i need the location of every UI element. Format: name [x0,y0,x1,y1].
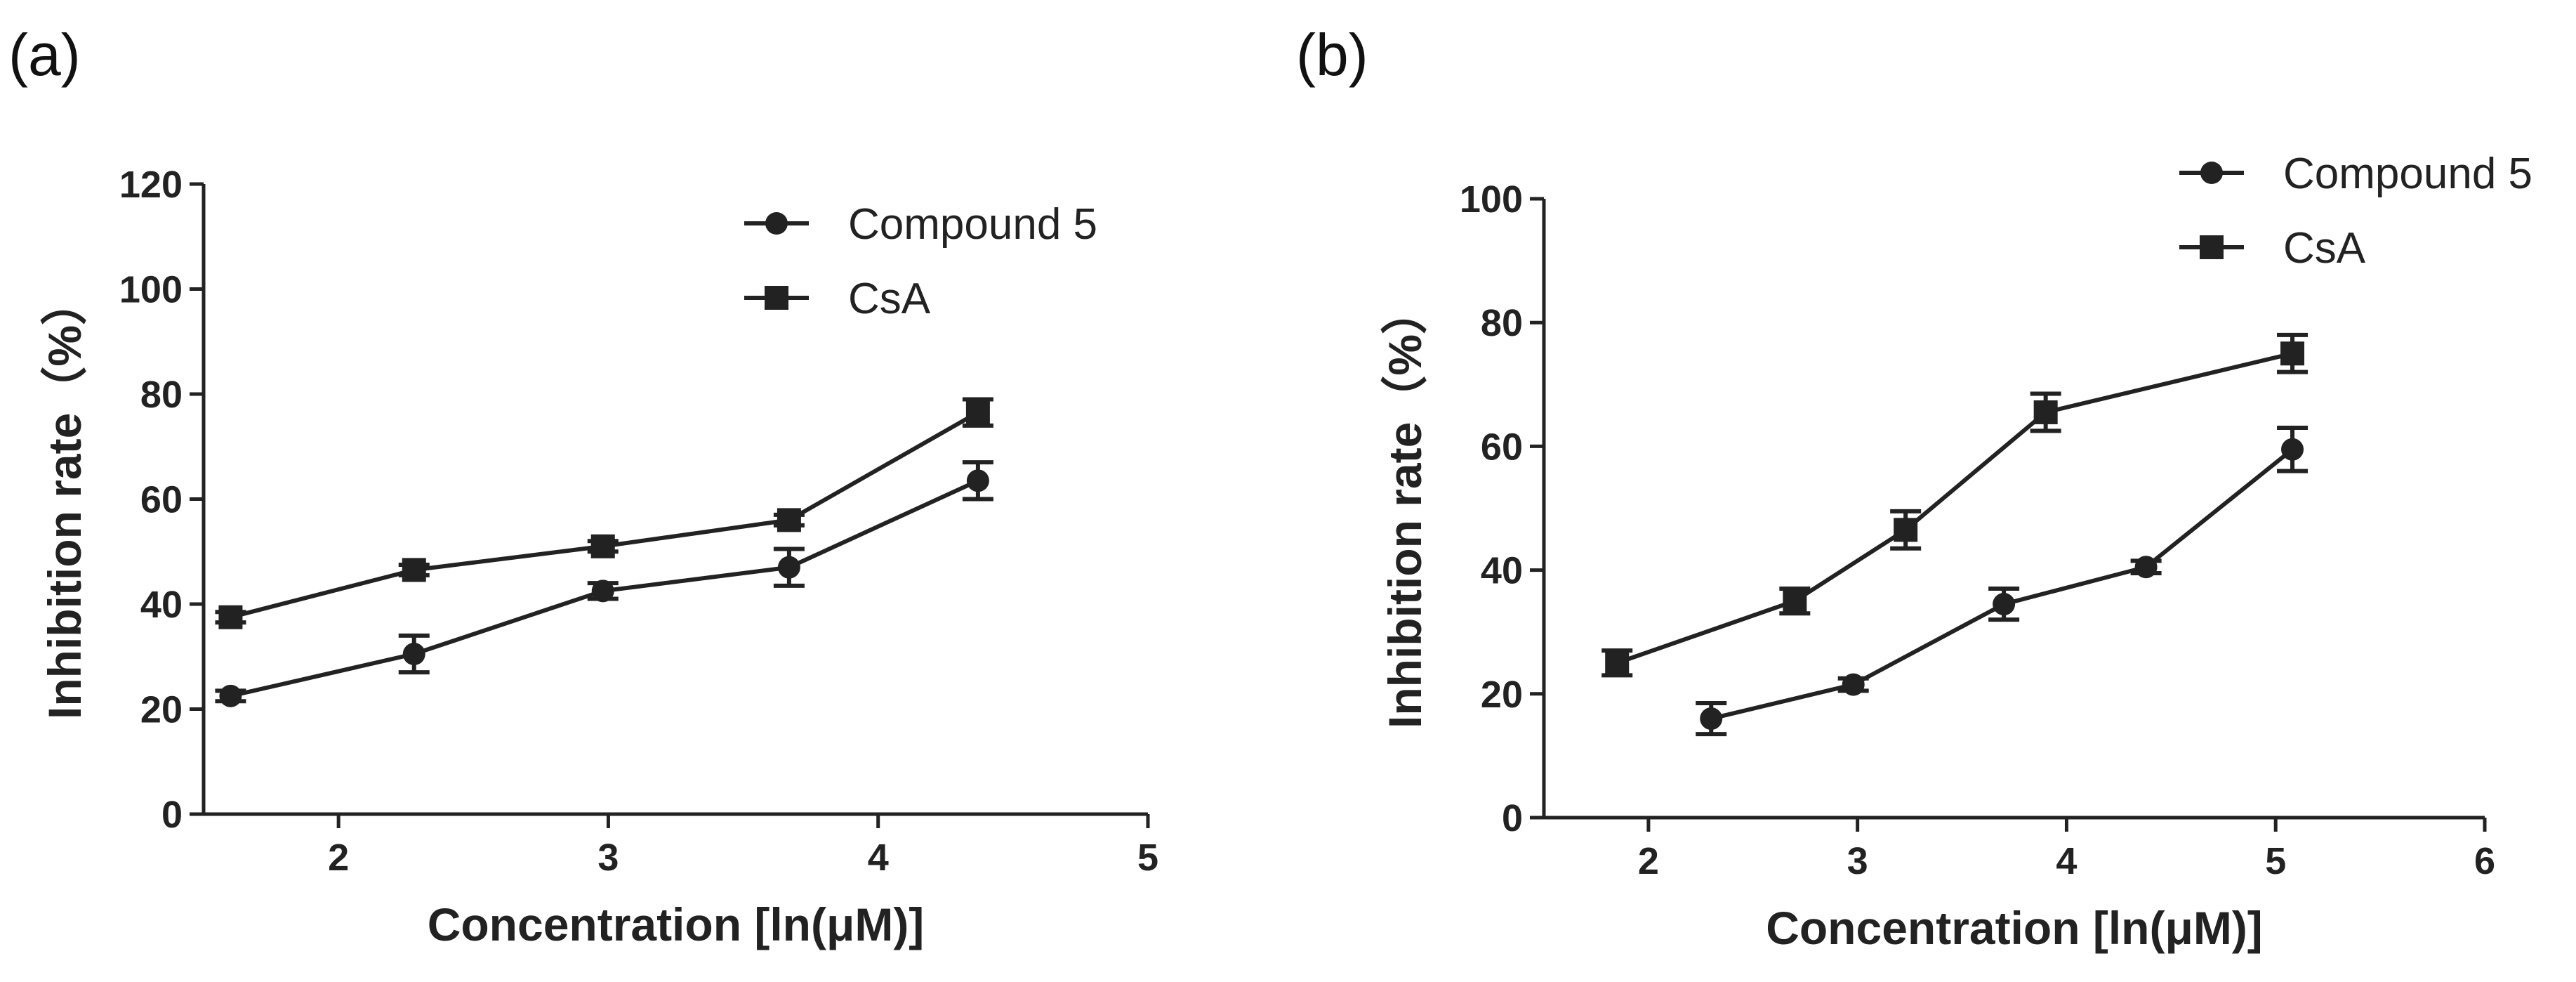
series-line-2 [1616,351,2293,665]
chart-a: 0 20 40 60 80 100 120 2 3 4 5 Concentration [ln(μM)… [39,164,1158,950]
x-tick-label: 5 [2265,840,2286,882]
panel-label-a: (a) [8,22,81,88]
y-tick-label: 60 [140,479,183,521]
data-point-square [218,605,243,629]
x-tick-label: 2 [1638,840,1659,882]
series-line-1 [1710,447,2294,721]
data-point-square [1783,589,1807,613]
data-point-circle [2281,438,2304,461]
data-point-square [402,558,426,582]
x-axis-title: Concentration [ln(μM)] [1766,902,2263,954]
legend-label: Compound 5 [848,200,1097,249]
y-tick-label: 120 [119,164,183,206]
data-point-circle [219,684,242,707]
x-axis-title: Concentration [ln(μM)] [428,898,925,950]
y-tick-label: 0 [1502,797,1523,839]
x-tick-label: 3 [1847,840,1868,882]
y-tick-label: 0 [161,794,183,836]
legend-marker-circle [765,212,788,235]
y-tick-label: 100 [1460,178,1523,221]
data-point-circle [777,556,800,579]
x-tick-label: 4 [868,837,889,879]
panel-label-b: (b) [1296,22,1368,88]
chart-b: 0 20 40 60 80 100 2 3 4 5 6 Concentration [ln(μM)] I… [1379,150,2532,954]
data-point-square [1605,650,1630,675]
legend-marker-square [765,286,788,310]
y-tick-label: 40 [1481,550,1523,592]
legend-marker-circle [2200,162,2223,184]
data-point-circle [2134,556,2158,579]
data-point-circle [591,580,614,603]
y-tick-label: 40 [140,584,183,626]
y-tick-label: 60 [1481,426,1523,468]
legend-marker-square [2200,235,2224,259]
data-point-square [2033,400,2058,424]
data-point-square [2280,341,2305,366]
legend-label: CsA [2283,224,2366,273]
data-point-circle [1993,593,2016,616]
data-point-circle [966,469,989,492]
chart-panel-b: (b) 0 20 40 60 80 100 2 3 4 5 6 Concentration [ln(μ… [1288,0,2576,982]
y-tick-label: 80 [140,374,183,416]
chart-panel-a: (a) 0 20 40 60 80 100 120 2 3 4 5 Concentration [ln… [8,22,1158,950]
x-tick-label: 4 [2056,840,2077,882]
data-point-square [590,534,615,558]
data-point-circle [402,643,425,666]
x-tick-label: 3 [597,837,619,879]
x-tick-label: 6 [2474,840,2495,882]
data-point-circle [1842,673,1865,696]
data-point-square [965,400,990,425]
y-axis-title: Inhibition rate（%） [1379,288,1431,728]
y-tick-label: 80 [1481,302,1523,344]
y-tick-label: 20 [140,689,183,731]
data-point-square [777,508,801,532]
y-axis-title: Inhibition rate（%） [39,279,91,719]
data-point-square [1894,518,1918,542]
legend-label: CsA [848,275,931,323]
y-tick-label: 20 [1481,674,1523,716]
data-point-circle [1700,707,1723,731]
x-tick-label: 2 [328,837,349,879]
legend-label: Compound 5 [2283,150,2532,198]
x-tick-label: 5 [1137,837,1158,879]
y-tick-label: 100 [119,269,183,311]
